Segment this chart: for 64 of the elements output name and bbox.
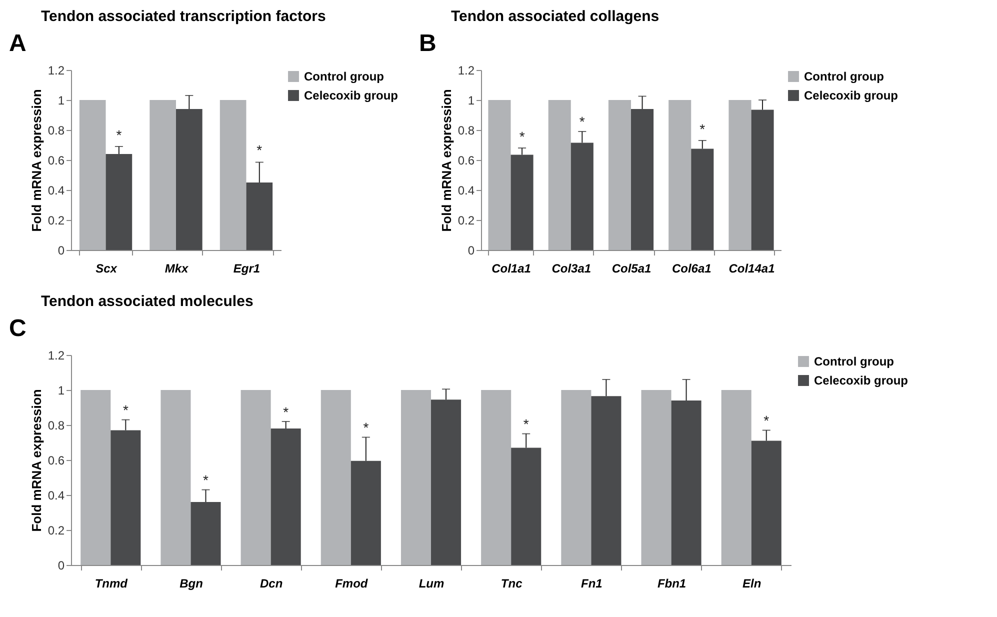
- y-tick-label: 0.4: [458, 184, 475, 198]
- y-tick-label: 1.2: [458, 64, 475, 78]
- x-tick-label: Fbn1: [657, 576, 686, 590]
- y-axis-title: Fold mRNA expression: [438, 89, 454, 232]
- y-tick-label: 0.2: [48, 524, 65, 538]
- y-tick-label: 1.2: [48, 64, 65, 78]
- legend-label: Control group: [304, 70, 384, 84]
- x-tick-label: Col5a1: [612, 262, 652, 276]
- annotation: *: [519, 128, 526, 144]
- y-tick-label: 0: [468, 244, 475, 258]
- chart-title: Tendon associated collagens: [451, 8, 660, 25]
- y-tick-label: 1.2: [48, 348, 65, 362]
- x-tick-label: Scx: [96, 262, 118, 276]
- y-tick-label: 1: [58, 384, 65, 398]
- x-tick-label: Egr1: [233, 262, 260, 276]
- y-tick-label: 0.6: [458, 154, 475, 168]
- y-tick-label: 1: [58, 94, 65, 108]
- legend-label: Control group: [814, 354, 894, 368]
- legend-label: Celecoxib group: [804, 88, 898, 102]
- y-tick-label: 0.8: [48, 124, 65, 138]
- legend-label: Celecoxib group: [814, 374, 908, 388]
- text: C: [9, 315, 26, 342]
- x-tick-label: Col3a1: [552, 262, 592, 276]
- x-tick-label: Fmod: [335, 576, 368, 590]
- x-tick-label: Tnmd: [94, 576, 128, 590]
- y-tick-label: 0.6: [48, 154, 65, 168]
- annotation: *: [203, 472, 210, 488]
- x-tick-label: Eln: [742, 576, 762, 590]
- annotation: *: [579, 114, 586, 130]
- y-tick-label: 0.4: [48, 488, 65, 502]
- legend-label: Control group: [804, 70, 884, 84]
- annotation: *: [764, 412, 770, 428]
- x-tick-label: Col14a1: [728, 262, 776, 276]
- y-tick-label: 0: [58, 244, 65, 258]
- y-tick-label: 0.4: [48, 184, 65, 198]
- x-tick-label: Col1a1: [492, 262, 532, 276]
- annotation: *: [523, 416, 530, 432]
- y-tick-label: 0.8: [458, 124, 475, 138]
- y-tick-label: 0: [58, 558, 65, 572]
- x-tick-label: Mkx: [164, 262, 190, 276]
- y-axis-title: Fold mRNA expression: [28, 89, 44, 232]
- annotation: *: [122, 402, 129, 418]
- legend-label: Celecoxib group: [304, 88, 398, 102]
- y-axis-title: Fold mRNA expression: [28, 389, 44, 532]
- annotation: *: [700, 121, 706, 137]
- text: B: [419, 30, 436, 57]
- x-tick-label: Col6a1: [672, 262, 712, 276]
- annotation: *: [116, 127, 122, 143]
- y-tick-label: 0.2: [458, 214, 475, 228]
- y-tick-label: 0.6: [48, 454, 65, 468]
- annotation: *: [283, 404, 290, 420]
- x-tick-label: Dcn: [260, 576, 283, 590]
- annotation: *: [363, 420, 370, 436]
- y-tick-label: 1: [468, 94, 475, 108]
- annotation: *: [256, 142, 263, 158]
- x-tick-label: Lum: [418, 576, 444, 590]
- x-tick-label: Fn1: [581, 576, 603, 590]
- y-tick-label: 0.2: [48, 214, 65, 228]
- y-tick-label: 0.8: [48, 418, 65, 432]
- x-tick-label: Tnc: [500, 576, 523, 590]
- x-tick-label: Bgn: [180, 576, 203, 590]
- chart-title: Tendon associated transcription factors: [41, 8, 326, 25]
- text: A: [9, 30, 26, 57]
- chart-title: Tendon associated molecules: [41, 293, 254, 310]
